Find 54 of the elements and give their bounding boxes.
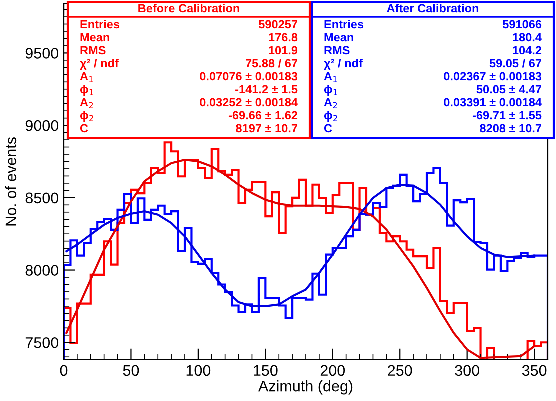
annotation: -141.2 ± 1.5 <box>236 85 298 94</box>
annotation: A$_{2}$ <box>80 98 94 108</box>
annotation: RMS <box>80 46 106 55</box>
annotation: Entries <box>324 20 364 29</box>
x-tick-label: 350 <box>522 365 547 376</box>
annotation: 0.03391 ± 0.00184 <box>444 98 542 107</box>
x-tick-label: 100 <box>186 365 211 376</box>
annotation: Entries <box>80 20 120 29</box>
x-tick-label: 150 <box>254 365 278 376</box>
annotation: 50.05 ± 4.47 <box>476 85 542 94</box>
y-tick-label: 7500 <box>26 338 59 348</box>
text: Before Calibration <box>138 4 240 13</box>
annotation: χ² / ndf <box>80 59 119 70</box>
x-tick-label: 200 <box>320 365 346 376</box>
y-tick-label: 9000 <box>26 120 59 132</box>
x-tick-label: 50 <box>123 365 140 376</box>
annotation: 176.8 <box>269 33 298 42</box>
annotation: 104.2 <box>513 46 542 55</box>
annotation: C <box>80 124 88 133</box>
y-axis-title: No. of events <box>5 138 17 226</box>
annotation: C <box>324 124 332 133</box>
annotation: ϕ$_{2}$ <box>80 110 94 122</box>
x-tick-label: 300 <box>455 365 480 376</box>
annotation: 59.05 / 67 <box>490 59 542 68</box>
text: After Calibration <box>387 4 479 13</box>
annotation: -69.71 ± 1.55 <box>472 111 542 120</box>
annotation: 180.4 <box>513 33 542 42</box>
annotation: 590257 <box>258 20 298 29</box>
y-tick-label: 9500 <box>26 48 59 59</box>
annotation: -69.66 ± 1.62 <box>228 111 298 120</box>
annotation: 591066 <box>502 20 542 29</box>
line-series <box>66 184 536 308</box>
annotation: ϕ$_{1}$ <box>80 84 94 96</box>
annotation: RMS <box>324 46 350 55</box>
y-tick-label: 8000 <box>26 265 59 276</box>
x-tick-label: 250 <box>388 365 412 376</box>
annotation: 101.9 <box>269 46 298 55</box>
annotation: A$_{2}$ <box>324 98 338 108</box>
annotation: Mean <box>324 33 354 42</box>
x-tick-label: 0 <box>60 365 68 376</box>
annotation: 8197 ± 10.7 <box>236 124 298 133</box>
annotation: ϕ$_{2}$ <box>324 110 338 122</box>
annotation: 8208 ± 10.7 <box>480 124 542 133</box>
annotation: A$_{1}$ <box>324 72 338 82</box>
annotation: 0.02367 ± 0.00183 <box>444 72 542 81</box>
annotation: 75.88 / 67 <box>246 59 298 68</box>
y-tick-label: 8500 <box>26 192 59 204</box>
x-axis-title: Azimuth (deg) <box>258 380 353 395</box>
annotation: 0.03252 ± 0.00184 <box>200 98 298 107</box>
annotation: A$_{1}$ <box>80 72 94 82</box>
annotation: χ² / ndf <box>324 59 363 70</box>
annotation: Mean <box>80 33 110 42</box>
annotation: ϕ$_{1}$ <box>324 84 338 96</box>
annotation: 0.07076 ± 0.00183 <box>200 72 298 81</box>
